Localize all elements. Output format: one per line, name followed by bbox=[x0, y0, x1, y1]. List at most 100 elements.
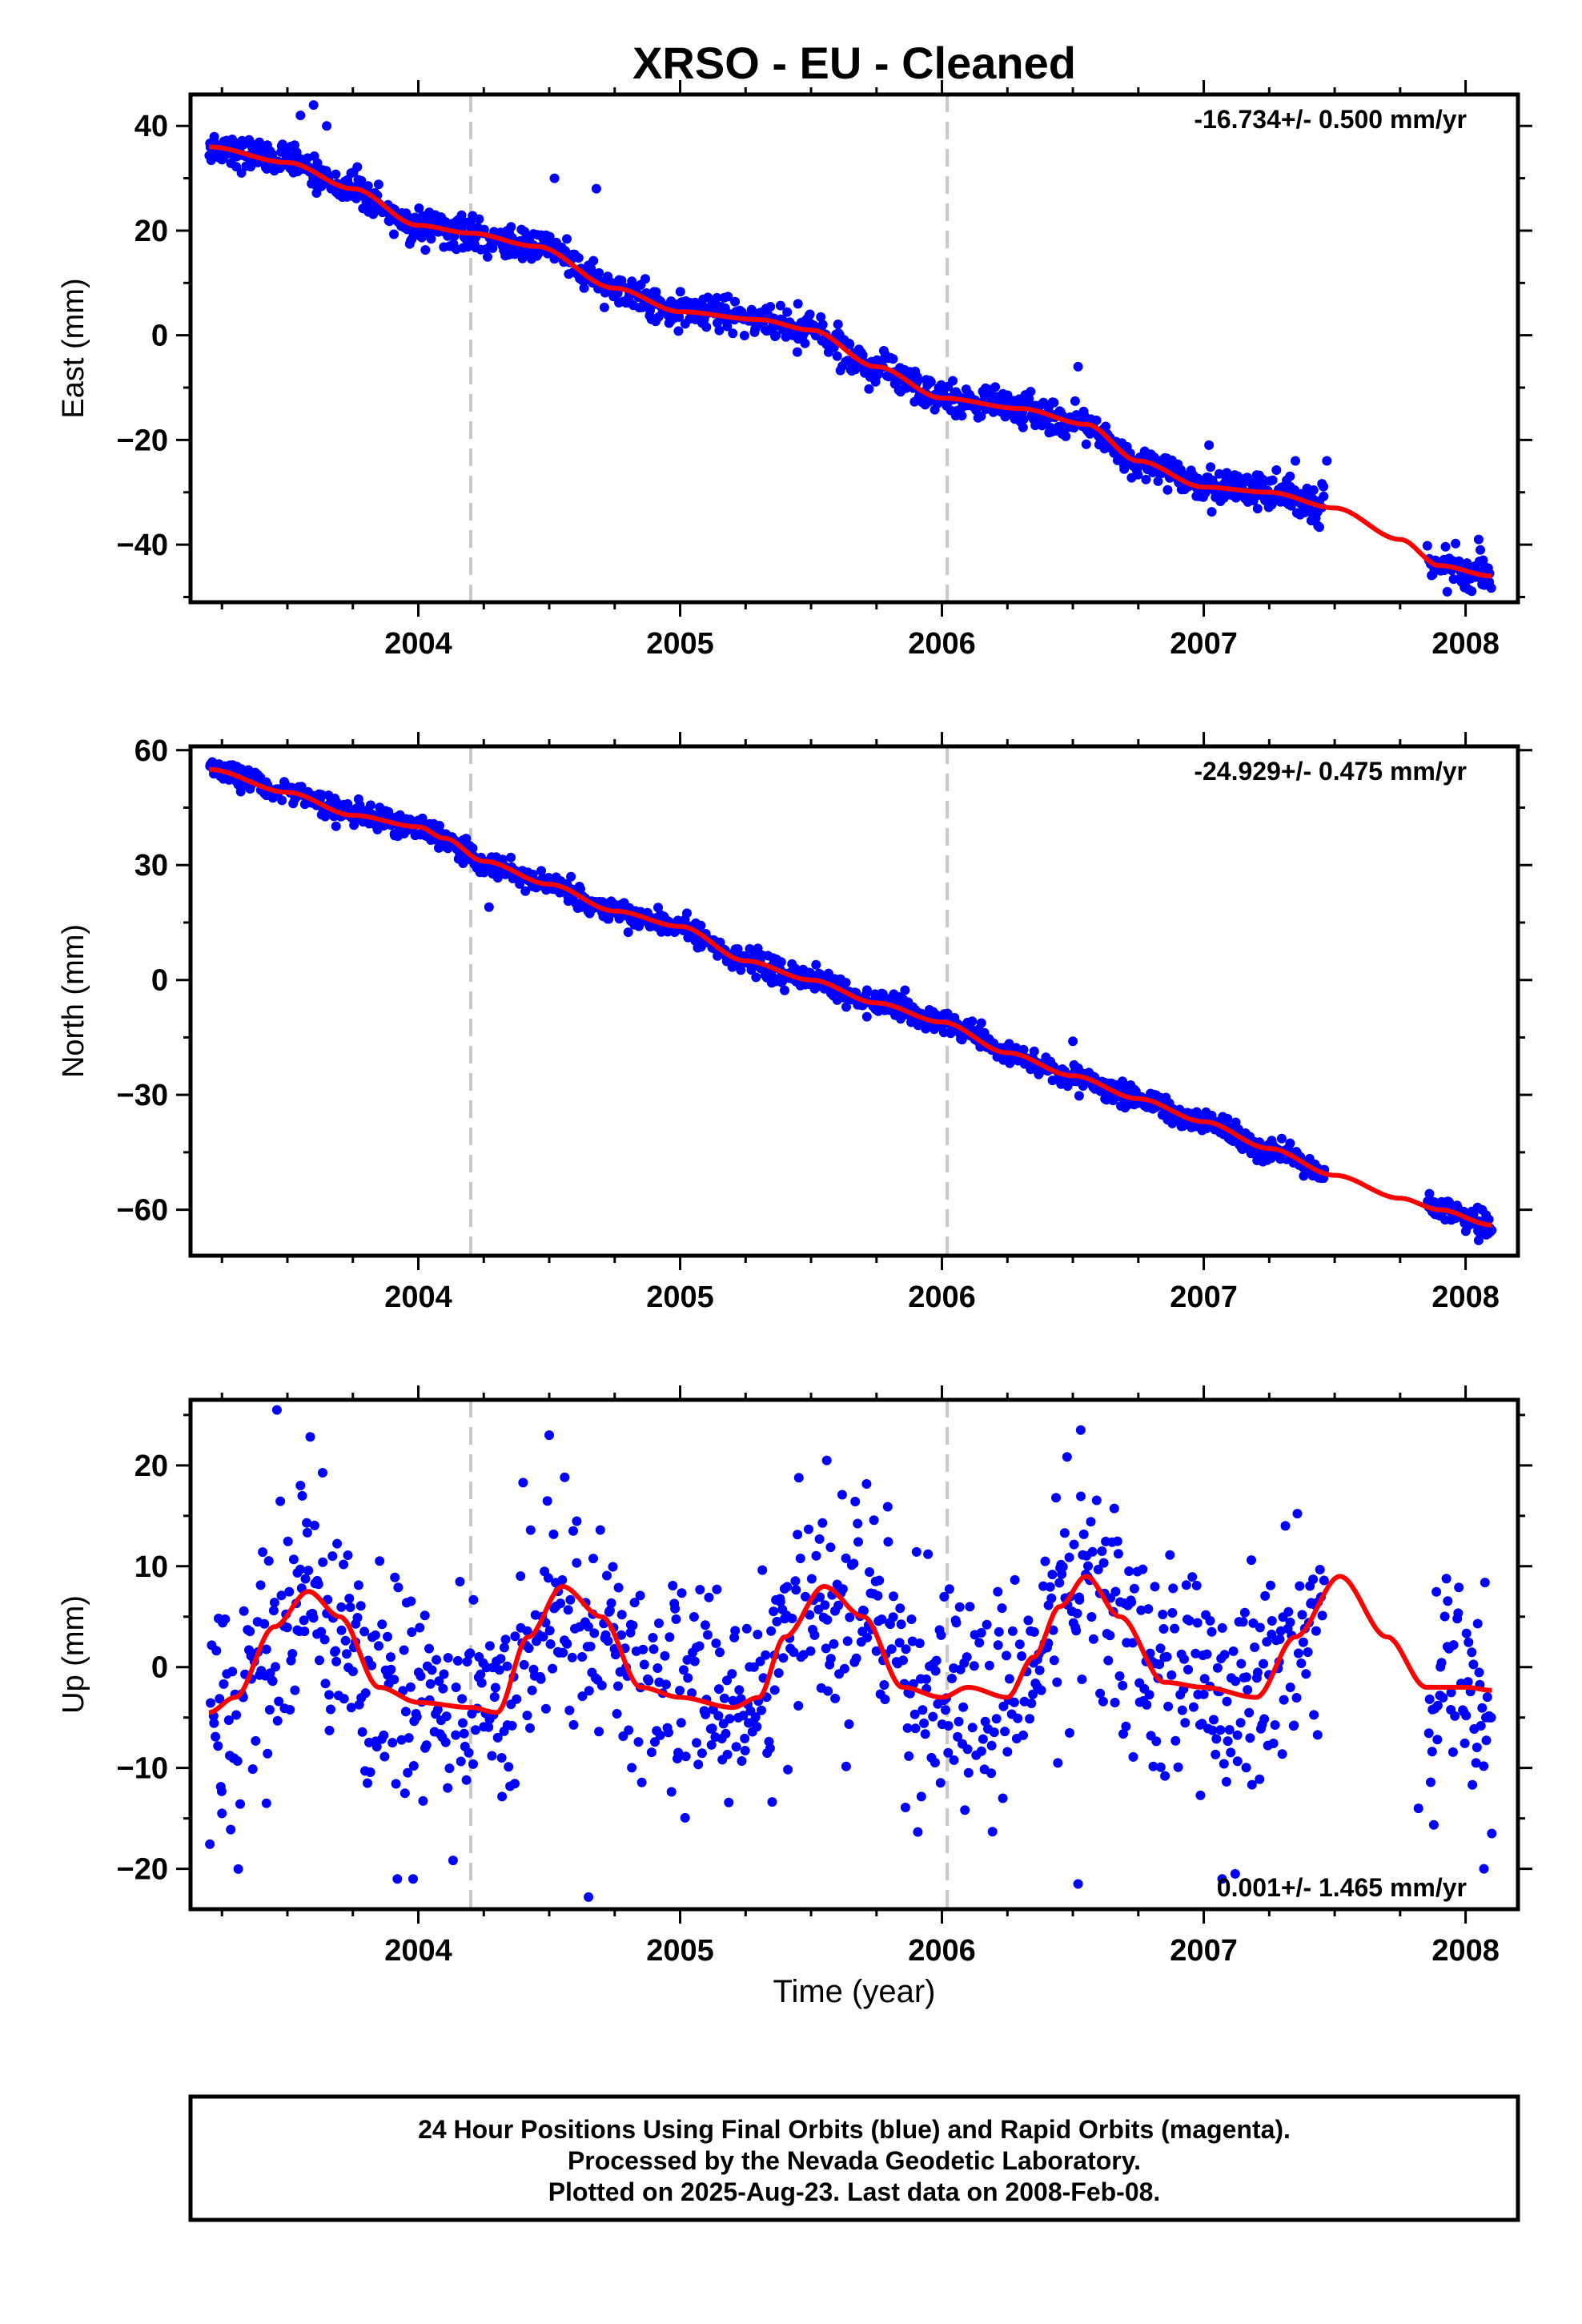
up-data-point bbox=[724, 1797, 734, 1807]
north-y-tick-label: −60 bbox=[117, 1194, 168, 1228]
up-data-point bbox=[1095, 1688, 1106, 1699]
east-data-point bbox=[246, 162, 256, 172]
up-data-point bbox=[512, 1694, 522, 1704]
up-data-point bbox=[775, 1597, 785, 1607]
east-data-point bbox=[957, 411, 967, 421]
east-data-point bbox=[594, 267, 604, 278]
up-data-point bbox=[309, 1520, 319, 1530]
up-data-point bbox=[567, 1652, 577, 1663]
north-data-point bbox=[1487, 1225, 1497, 1236]
up-data-point bbox=[707, 1723, 717, 1734]
up-data-point bbox=[894, 1638, 905, 1648]
up-data-point bbox=[1236, 1659, 1247, 1669]
north-data-point bbox=[841, 978, 851, 987]
up-data-point bbox=[457, 1694, 468, 1704]
up-data-point bbox=[1424, 1694, 1435, 1704]
up-data-point bbox=[628, 1620, 638, 1630]
north-data-point bbox=[1074, 1091, 1084, 1101]
up-data-point bbox=[556, 1598, 566, 1609]
east-data-point bbox=[456, 210, 467, 220]
east-data-point bbox=[640, 274, 650, 284]
up-data-point bbox=[1126, 1597, 1137, 1607]
up-data-point bbox=[299, 1615, 309, 1626]
east-data-point bbox=[295, 111, 306, 121]
east-y-axis-label: East (mm) bbox=[57, 278, 90, 418]
up-data-point bbox=[986, 1740, 997, 1751]
up-data-point bbox=[519, 1659, 529, 1670]
east-data-point bbox=[599, 302, 609, 312]
up-data-point bbox=[443, 1783, 453, 1793]
up-data-point bbox=[638, 1644, 648, 1655]
up-data-point bbox=[704, 1592, 714, 1602]
up-data-point bbox=[1463, 1677, 1473, 1687]
up-data-point bbox=[451, 1683, 461, 1692]
east-data-point bbox=[544, 231, 555, 242]
up-data-point bbox=[379, 1751, 390, 1762]
up-data-point bbox=[1245, 1733, 1255, 1743]
up-data-point bbox=[404, 1733, 414, 1743]
up-data-point bbox=[1155, 1762, 1166, 1772]
east-frame bbox=[188, 92, 1520, 605]
up-y-axis-label: Up (mm) bbox=[57, 1595, 90, 1714]
up-data-point bbox=[560, 1472, 570, 1482]
up-data-point bbox=[572, 1558, 582, 1568]
up-data-point bbox=[930, 1758, 940, 1767]
east-data-point bbox=[1486, 583, 1496, 593]
up-data-point bbox=[765, 1743, 775, 1754]
up-data-point bbox=[360, 1688, 371, 1699]
up-data-point bbox=[679, 1665, 689, 1675]
north-data-point bbox=[776, 957, 786, 967]
up-data-point bbox=[562, 1638, 572, 1649]
up-data-point bbox=[1053, 1758, 1063, 1768]
up-data-point bbox=[383, 1631, 392, 1642]
up-data-point bbox=[443, 1653, 453, 1663]
up-data-point bbox=[370, 1630, 380, 1640]
up-data-point bbox=[276, 1590, 287, 1601]
up-data-point bbox=[448, 1856, 458, 1866]
up-data-point bbox=[850, 1497, 861, 1506]
up-data-point bbox=[339, 1694, 349, 1704]
up-data-point bbox=[267, 1676, 278, 1687]
north-data-point bbox=[316, 790, 327, 800]
north-data-point bbox=[682, 908, 692, 919]
up-data-point bbox=[1226, 1747, 1236, 1758]
up-data-point bbox=[1464, 1637, 1474, 1647]
north-data-point bbox=[1223, 1113, 1233, 1124]
up-data-point bbox=[1250, 1642, 1260, 1652]
north-data-point bbox=[484, 902, 494, 912]
up-data-point bbox=[694, 1641, 705, 1651]
up-data-point bbox=[1034, 1665, 1045, 1675]
up-data-point bbox=[1476, 1721, 1486, 1731]
up-data-point bbox=[525, 1723, 535, 1733]
up-data-point bbox=[458, 1718, 468, 1728]
up-data-point bbox=[1167, 1608, 1178, 1618]
up-data-point bbox=[439, 1669, 449, 1679]
up-data-point bbox=[730, 1626, 741, 1636]
up-data-point bbox=[1295, 1581, 1305, 1591]
up-data-point bbox=[284, 1586, 295, 1597]
up-data-point bbox=[782, 1582, 793, 1592]
up-data-point bbox=[347, 1667, 358, 1677]
up-data-point bbox=[1036, 1685, 1046, 1695]
up-data-point bbox=[211, 1646, 222, 1656]
up-data-point bbox=[914, 1638, 925, 1648]
up-data-point bbox=[706, 1739, 717, 1750]
up-data-point bbox=[712, 1584, 722, 1594]
up-data-point bbox=[1289, 1720, 1299, 1731]
up-data-point bbox=[1221, 1776, 1231, 1787]
up-data-point bbox=[1241, 1763, 1251, 1773]
up-data-point bbox=[939, 1591, 950, 1602]
east-data-point bbox=[888, 354, 898, 364]
up-data-point bbox=[613, 1582, 624, 1593]
up-data-point bbox=[386, 1664, 396, 1675]
north-data-point bbox=[653, 903, 663, 913]
north-data-point bbox=[1018, 1044, 1029, 1055]
up-data-point bbox=[1448, 1640, 1459, 1651]
up-data-point bbox=[1255, 1774, 1265, 1784]
north-data-point bbox=[1068, 1036, 1078, 1047]
up-data-point bbox=[1480, 1578, 1490, 1588]
up-data-point bbox=[1479, 1761, 1489, 1771]
east-data-point bbox=[1070, 396, 1080, 406]
up-data-point bbox=[769, 1685, 780, 1695]
up-data-point bbox=[1468, 1779, 1478, 1790]
